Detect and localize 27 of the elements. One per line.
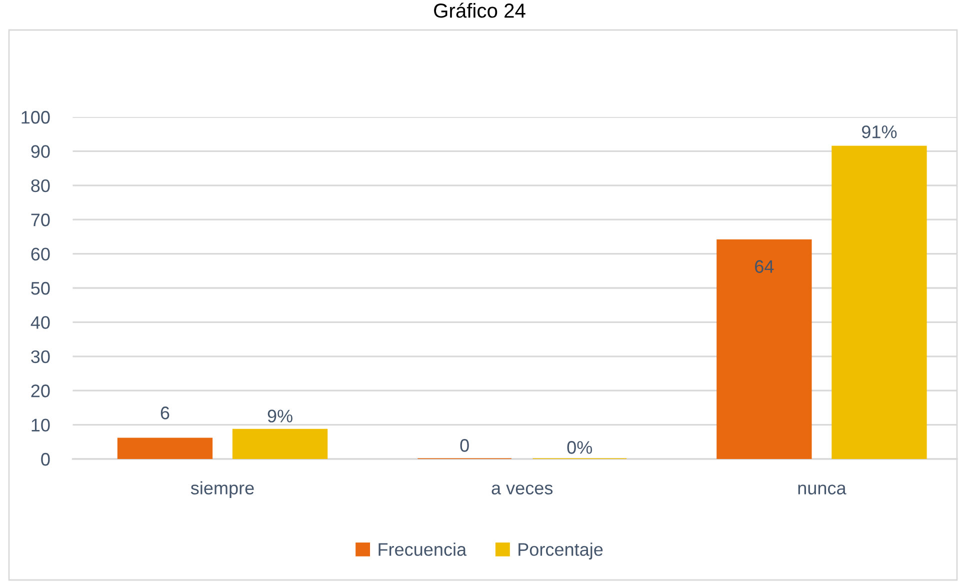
y-tick-label: 0 bbox=[41, 452, 50, 466]
legend-label: Porcentaje bbox=[518, 542, 603, 560]
y-tick-label: 50 bbox=[31, 282, 50, 295]
legend-label: Frecuencia bbox=[378, 542, 467, 556]
x-tick-label: a veces bbox=[492, 484, 553, 494]
data-label: 91% bbox=[862, 125, 897, 138]
bar bbox=[832, 146, 927, 459]
x-tick-label: siempre bbox=[190, 481, 254, 498]
y-tick-label: 100 bbox=[22, 110, 50, 124]
y-tick-label: 20 bbox=[31, 384, 50, 398]
chart-title: Gráfico 24 bbox=[434, 2, 526, 18]
data-label: 0 bbox=[460, 439, 469, 452]
data-label: 9% bbox=[268, 410, 292, 422]
data-label: 6 bbox=[160, 406, 170, 420]
data-label: 0% bbox=[567, 441, 592, 454]
y-tick-label: 80 bbox=[31, 179, 50, 192]
bar bbox=[232, 428, 328, 459]
y-tick-label: 90 bbox=[31, 145, 50, 158]
y-tick-label: 30 bbox=[31, 350, 50, 364]
y-tick-label: 60 bbox=[31, 248, 50, 261]
bar bbox=[117, 438, 213, 459]
y-tick-label: 10 bbox=[32, 418, 50, 432]
data-label: 64 bbox=[755, 260, 774, 273]
x-tick-label: nunca bbox=[798, 484, 846, 494]
y-tick-label: 40 bbox=[30, 316, 50, 329]
y-tick-label: 70 bbox=[31, 214, 50, 226]
bar bbox=[716, 239, 812, 459]
